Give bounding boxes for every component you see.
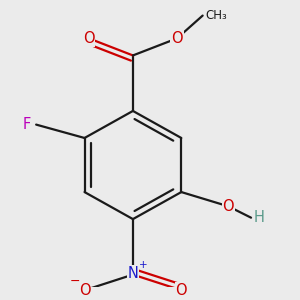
Text: H: H — [254, 210, 265, 225]
Text: O: O — [83, 31, 94, 46]
Text: CH₃: CH₃ — [206, 9, 227, 22]
Text: +: + — [139, 260, 147, 270]
Text: N: N — [128, 266, 138, 281]
Text: F: F — [22, 117, 31, 132]
Text: −: − — [69, 275, 80, 288]
Text: O: O — [176, 283, 187, 298]
Text: O: O — [223, 199, 234, 214]
Text: O: O — [79, 283, 90, 298]
Text: O: O — [171, 31, 183, 46]
